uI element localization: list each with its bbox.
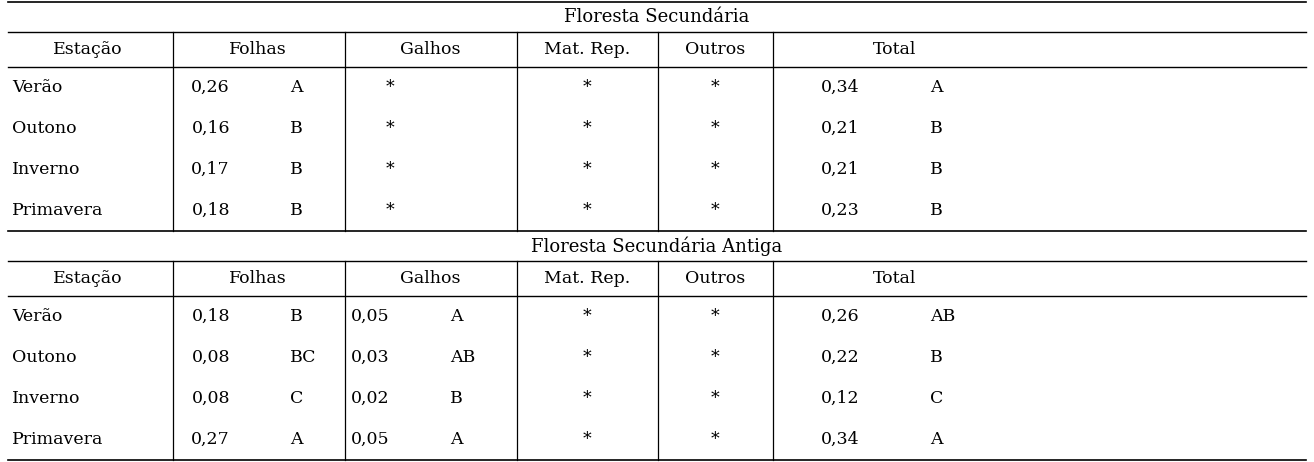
Text: Floresta Secundária: Floresta Secundária bbox=[564, 8, 750, 26]
Text: 0,18: 0,18 bbox=[192, 308, 230, 325]
Text: *: * bbox=[385, 79, 394, 96]
Text: *: * bbox=[385, 120, 394, 137]
Text: Folhas: Folhas bbox=[229, 270, 286, 287]
Text: 0,22: 0,22 bbox=[821, 349, 859, 366]
Text: 0,16: 0,16 bbox=[192, 120, 230, 137]
Text: C: C bbox=[290, 390, 304, 407]
Text: Folhas: Folhas bbox=[229, 41, 286, 58]
Text: BC: BC bbox=[290, 349, 317, 366]
Text: *: * bbox=[385, 202, 394, 219]
Text: 0,03: 0,03 bbox=[351, 349, 390, 366]
Text: B: B bbox=[930, 161, 942, 178]
Text: Galhos: Galhos bbox=[399, 41, 460, 58]
Text: A: A bbox=[290, 79, 302, 96]
Text: Inverno: Inverno bbox=[12, 390, 80, 407]
Text: Verão: Verão bbox=[12, 308, 62, 325]
Text: B: B bbox=[290, 202, 302, 219]
Text: *: * bbox=[582, 431, 591, 448]
Text: 0,27: 0,27 bbox=[192, 431, 230, 448]
Text: Floresta Secundária Antiga: Floresta Secundária Antiga bbox=[531, 236, 783, 256]
Text: A: A bbox=[449, 308, 463, 325]
Text: 0,02: 0,02 bbox=[351, 390, 390, 407]
Text: Outono: Outono bbox=[12, 349, 76, 366]
Text: *: * bbox=[711, 120, 719, 137]
Text: Total: Total bbox=[874, 41, 917, 58]
Text: *: * bbox=[711, 161, 719, 178]
Text: Outros: Outros bbox=[685, 270, 745, 287]
Text: 0,21: 0,21 bbox=[821, 161, 859, 178]
Text: 0,26: 0,26 bbox=[192, 79, 230, 96]
Text: Primavera: Primavera bbox=[12, 431, 104, 448]
Text: *: * bbox=[711, 202, 719, 219]
Text: B: B bbox=[290, 161, 302, 178]
Text: *: * bbox=[385, 161, 394, 178]
Text: *: * bbox=[711, 349, 719, 366]
Text: 0,18: 0,18 bbox=[192, 202, 230, 219]
Text: Verão: Verão bbox=[12, 79, 62, 96]
Text: B: B bbox=[930, 202, 942, 219]
Text: *: * bbox=[582, 308, 591, 325]
Text: A: A bbox=[930, 431, 942, 448]
Text: 0,08: 0,08 bbox=[192, 390, 230, 407]
Text: *: * bbox=[582, 120, 591, 137]
Text: *: * bbox=[582, 349, 591, 366]
Text: 0,12: 0,12 bbox=[821, 390, 859, 407]
Text: Inverno: Inverno bbox=[12, 161, 80, 178]
Text: *: * bbox=[582, 202, 591, 219]
Text: A: A bbox=[449, 431, 463, 448]
Text: 0,26: 0,26 bbox=[821, 308, 859, 325]
Text: Mat. Rep.: Mat. Rep. bbox=[544, 270, 631, 287]
Text: *: * bbox=[711, 390, 719, 407]
Text: B: B bbox=[930, 120, 942, 137]
Text: 0,23: 0,23 bbox=[821, 202, 859, 219]
Text: Mat. Rep.: Mat. Rep. bbox=[544, 41, 631, 58]
Text: B: B bbox=[930, 349, 942, 366]
Text: 0,17: 0,17 bbox=[192, 161, 230, 178]
Text: Outono: Outono bbox=[12, 120, 76, 137]
Text: AB: AB bbox=[449, 349, 476, 366]
Text: 0,08: 0,08 bbox=[192, 349, 230, 366]
Text: 0,21: 0,21 bbox=[821, 120, 859, 137]
Text: Total: Total bbox=[874, 270, 917, 287]
Text: 0,34: 0,34 bbox=[821, 431, 859, 448]
Text: B: B bbox=[290, 308, 302, 325]
Text: 0,05: 0,05 bbox=[351, 308, 390, 325]
Text: C: C bbox=[930, 390, 943, 407]
Text: B: B bbox=[449, 390, 463, 407]
Text: Estação: Estação bbox=[53, 41, 122, 58]
Text: B: B bbox=[290, 120, 302, 137]
Text: 0,05: 0,05 bbox=[351, 431, 390, 448]
Text: Primavera: Primavera bbox=[12, 202, 104, 219]
Text: 0,34: 0,34 bbox=[821, 79, 859, 96]
Text: AB: AB bbox=[930, 308, 955, 325]
Text: Outros: Outros bbox=[685, 41, 745, 58]
Text: Galhos: Galhos bbox=[399, 270, 460, 287]
Text: *: * bbox=[582, 390, 591, 407]
Text: Estação: Estação bbox=[53, 270, 122, 287]
Text: *: * bbox=[711, 308, 719, 325]
Text: *: * bbox=[711, 431, 719, 448]
Text: A: A bbox=[930, 79, 942, 96]
Text: *: * bbox=[582, 79, 591, 96]
Text: *: * bbox=[711, 79, 719, 96]
Text: A: A bbox=[290, 431, 302, 448]
Text: *: * bbox=[582, 161, 591, 178]
